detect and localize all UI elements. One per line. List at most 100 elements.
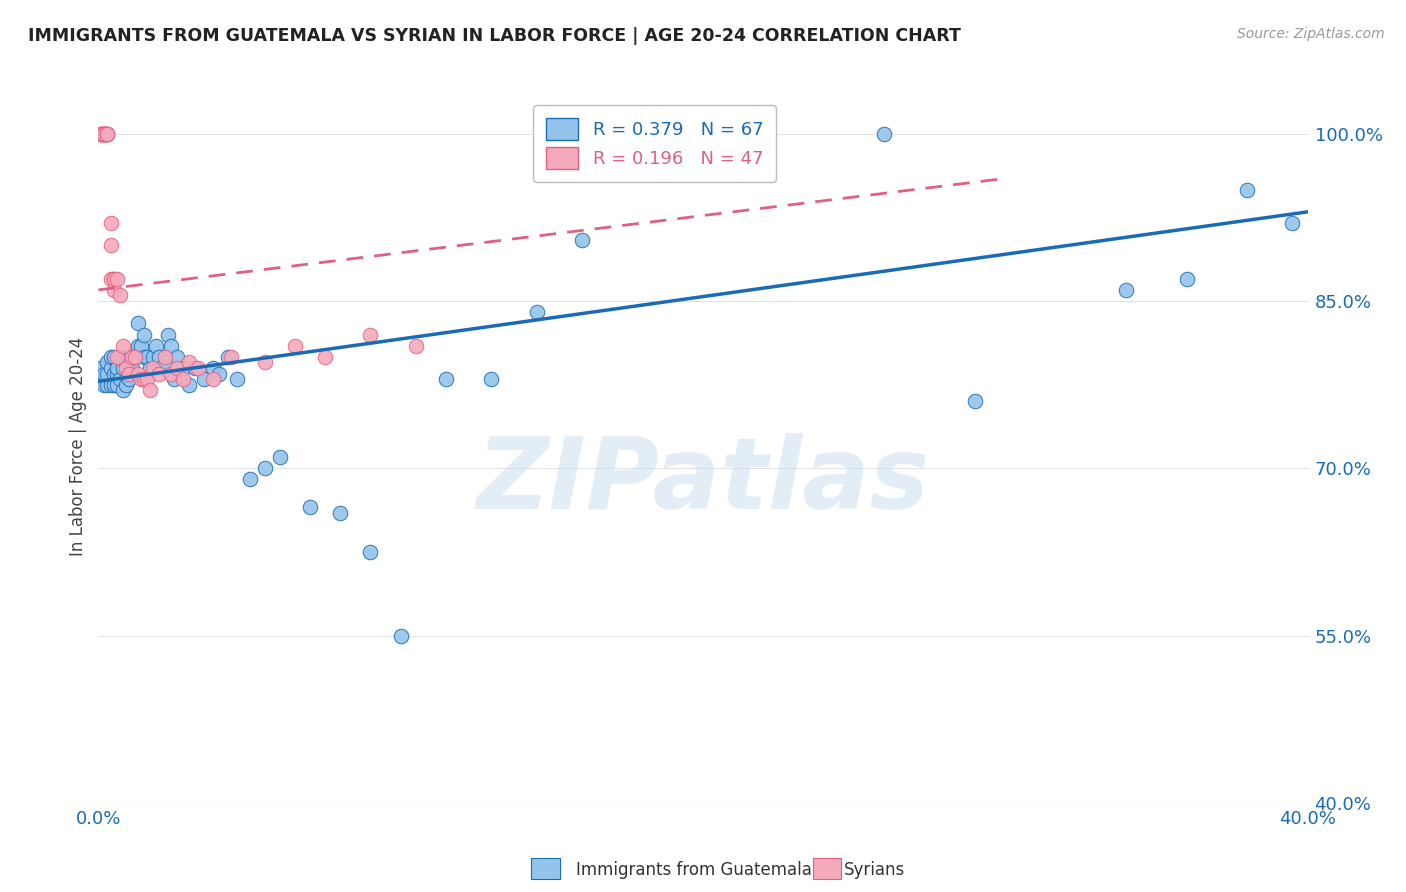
Point bbox=[226, 372, 249, 386]
Point bbox=[156, 327, 179, 342]
Point bbox=[187, 360, 209, 375]
Point bbox=[108, 350, 131, 364]
Point bbox=[160, 338, 183, 352]
Point bbox=[108, 372, 131, 386]
Point bbox=[90, 127, 112, 141]
Point bbox=[160, 367, 183, 381]
Point bbox=[118, 350, 141, 364]
Point bbox=[314, 350, 336, 364]
Point bbox=[105, 367, 128, 381]
Point bbox=[329, 506, 352, 520]
Point bbox=[139, 384, 162, 398]
Point bbox=[121, 350, 143, 364]
Point bbox=[179, 377, 201, 392]
Point bbox=[172, 372, 194, 386]
Point bbox=[127, 338, 149, 352]
Point bbox=[111, 384, 134, 398]
Point bbox=[96, 367, 118, 381]
Point bbox=[135, 372, 157, 386]
Point bbox=[1115, 283, 1137, 297]
Point bbox=[114, 377, 136, 392]
Point bbox=[142, 350, 165, 364]
Point bbox=[103, 283, 125, 297]
Point bbox=[93, 377, 115, 392]
Point bbox=[166, 350, 188, 364]
Point bbox=[124, 350, 146, 364]
Point bbox=[90, 127, 112, 141]
Point bbox=[166, 360, 188, 375]
Text: Immigrants from Guatemala: Immigrants from Guatemala bbox=[576, 861, 813, 879]
Point bbox=[96, 127, 118, 141]
Point bbox=[129, 372, 152, 386]
Point bbox=[96, 127, 118, 141]
Point bbox=[93, 127, 115, 141]
Point bbox=[103, 271, 125, 285]
Point bbox=[360, 545, 382, 559]
Point bbox=[202, 360, 225, 375]
Legend: R = 0.379   N = 67, R = 0.196   N = 47: R = 0.379 N = 67, R = 0.196 N = 47 bbox=[533, 105, 776, 182]
Point bbox=[142, 360, 165, 375]
Text: Syrians: Syrians bbox=[844, 861, 905, 879]
Point bbox=[217, 350, 239, 364]
Point bbox=[179, 355, 201, 369]
Point bbox=[93, 127, 115, 141]
Point bbox=[1281, 216, 1303, 230]
Point bbox=[103, 377, 125, 392]
Point bbox=[100, 216, 122, 230]
Point bbox=[172, 360, 194, 375]
Point bbox=[153, 355, 176, 369]
Point bbox=[299, 500, 322, 515]
Text: ZIPatlas: ZIPatlas bbox=[477, 434, 929, 530]
Point bbox=[284, 338, 307, 352]
Point bbox=[105, 360, 128, 375]
Point bbox=[135, 350, 157, 364]
Point bbox=[103, 367, 125, 381]
Point bbox=[481, 372, 503, 386]
Point bbox=[103, 271, 125, 285]
Point bbox=[269, 450, 291, 465]
Point bbox=[965, 394, 987, 409]
Point bbox=[873, 127, 896, 141]
Point bbox=[526, 305, 548, 319]
Point bbox=[93, 127, 115, 141]
Y-axis label: In Labor Force | Age 20-24: In Labor Force | Age 20-24 bbox=[69, 336, 87, 556]
Point bbox=[132, 327, 155, 342]
Point bbox=[202, 372, 225, 386]
Point bbox=[96, 127, 118, 141]
Point bbox=[111, 360, 134, 375]
Point bbox=[132, 372, 155, 386]
Point bbox=[239, 473, 262, 487]
Point bbox=[105, 377, 128, 392]
Point bbox=[90, 372, 112, 386]
Point bbox=[1175, 271, 1198, 285]
Point bbox=[96, 377, 118, 392]
Point bbox=[90, 360, 112, 375]
Point bbox=[93, 127, 115, 141]
Point bbox=[208, 367, 231, 381]
Point bbox=[139, 360, 162, 375]
Text: IMMIGRANTS FROM GUATEMALA VS SYRIAN IN LABOR FORCE | AGE 20-24 CORRELATION CHART: IMMIGRANTS FROM GUATEMALA VS SYRIAN IN L… bbox=[28, 27, 960, 45]
Point bbox=[118, 367, 141, 381]
Point bbox=[114, 360, 136, 375]
Point bbox=[434, 372, 457, 386]
Point bbox=[114, 355, 136, 369]
Point bbox=[118, 372, 141, 386]
Point bbox=[253, 461, 276, 475]
Point bbox=[184, 360, 207, 375]
Point bbox=[105, 271, 128, 285]
Point bbox=[145, 338, 167, 352]
Point bbox=[124, 350, 146, 364]
Point bbox=[108, 288, 131, 302]
Point bbox=[96, 127, 118, 141]
Point bbox=[90, 127, 112, 141]
Point bbox=[389, 628, 412, 642]
Point bbox=[150, 360, 173, 375]
Point bbox=[111, 338, 134, 352]
Point bbox=[163, 372, 186, 386]
Point bbox=[153, 350, 176, 364]
Point bbox=[100, 350, 122, 364]
Point bbox=[221, 350, 243, 364]
Point bbox=[93, 367, 115, 381]
Point bbox=[121, 360, 143, 375]
Point bbox=[127, 316, 149, 330]
